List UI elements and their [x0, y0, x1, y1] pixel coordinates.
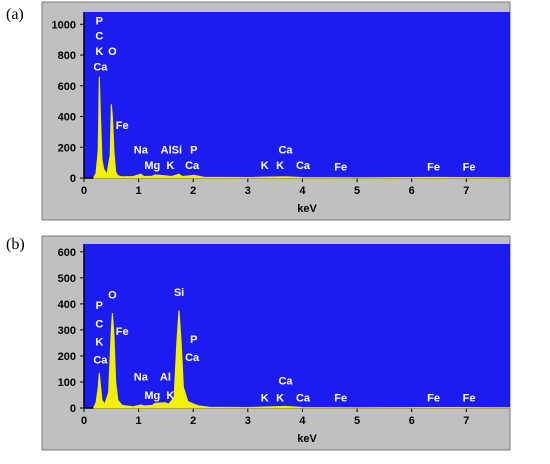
x-tick-label: 2: [190, 185, 196, 197]
peak-annotation: Fe: [334, 392, 347, 404]
peak-annotation: K: [95, 46, 103, 58]
peak-annotation: Ca: [296, 392, 311, 404]
peak-annotation: K: [261, 160, 269, 172]
plot-area: [84, 244, 510, 408]
peak-annotation: Fe: [116, 120, 129, 132]
y-tick-label: 500: [58, 273, 76, 285]
panel-a-label: (a): [6, 6, 24, 23]
x-tick-label: 1: [136, 185, 142, 197]
peak-annotation: Mg: [144, 390, 160, 402]
x-tick-label: 4: [299, 185, 306, 197]
peak-annotation: K: [166, 390, 174, 402]
peak-annotation: O: [108, 46, 117, 58]
y-tick-label: 100: [58, 377, 76, 389]
y-tick-label: 1000: [52, 19, 76, 31]
peak-annotation: K: [166, 160, 174, 172]
x-tick-label: 3: [245, 185, 251, 197]
peak-annotation: Al: [160, 372, 171, 384]
peak-annotation: Na: [134, 144, 149, 156]
peak-annotation: Ca: [278, 144, 293, 156]
peak-annotation: C: [95, 318, 103, 330]
peak-annotation: P: [96, 15, 103, 27]
spectrum-series-0: [93, 76, 511, 179]
x-tick-label: 7: [463, 185, 469, 197]
peak-annotation: Mg: [144, 160, 160, 172]
peak-annotation: O: [108, 290, 117, 302]
y-tick-label: 400: [58, 112, 76, 124]
x-tick-label: 5: [354, 185, 360, 197]
peak-annotation: Fe: [427, 161, 440, 173]
y-tick-label: 0: [70, 403, 76, 415]
y-tick-label: 600: [58, 247, 76, 259]
peak-annotation: Ca: [93, 355, 108, 367]
x-tick-label: 6: [409, 185, 415, 197]
peak-annotation: P: [190, 144, 197, 156]
x-tick-label: 0: [81, 185, 87, 197]
y-tick-label: 0: [70, 173, 76, 185]
peak-annotation: Fe: [463, 161, 476, 173]
peak-annotation: Si: [174, 287, 184, 299]
x-axis-label: keV: [297, 433, 317, 445]
spectrum-series-0: [93, 310, 511, 409]
x-axis-label: keV: [297, 203, 317, 215]
y-tick-label: 300: [58, 325, 76, 337]
peak-annotation: P: [190, 334, 197, 346]
peak-annotation: Ca: [185, 352, 200, 364]
peak-annotation: K: [276, 160, 284, 172]
peak-annotation: Ca: [93, 61, 108, 73]
y-tick-label: 800: [58, 50, 76, 62]
peak-annotation: Fe: [334, 161, 347, 173]
x-tick-label: 2: [190, 415, 196, 427]
x-tick-label: 7: [463, 415, 469, 427]
peak-annotation: AlSi: [161, 144, 182, 156]
peak-annotation: Ca: [185, 160, 200, 172]
x-tick-label: 1: [136, 415, 142, 427]
x-tick-label: 0: [81, 415, 87, 427]
peak-annotation: K: [95, 337, 103, 349]
peak-annotation: K: [276, 392, 284, 404]
y-tick-label: 400: [58, 299, 76, 311]
peak-annotation: C: [95, 31, 103, 43]
peak-annotation: Fe: [116, 326, 129, 338]
x-tick-label: 3: [245, 415, 251, 427]
x-tick-label: 5: [354, 415, 360, 427]
peak-annotation: Ca: [278, 376, 293, 388]
panel-b-label: (b): [6, 236, 25, 253]
peak-annotation: Fe: [427, 392, 440, 404]
peak-annotation: Ca: [296, 160, 311, 172]
peak-annotation: K: [261, 392, 269, 404]
peak-annotation: Na: [134, 372, 149, 384]
y-tick-label: 200: [58, 142, 76, 154]
peak-annotation: P: [96, 300, 103, 312]
y-tick-label: 200: [58, 351, 76, 363]
x-tick-label: 6: [409, 415, 415, 427]
x-tick-label: 4: [299, 415, 306, 427]
peak-annotation: Fe: [463, 392, 476, 404]
y-tick-label: 600: [58, 81, 76, 93]
plot-area: [84, 12, 510, 178]
